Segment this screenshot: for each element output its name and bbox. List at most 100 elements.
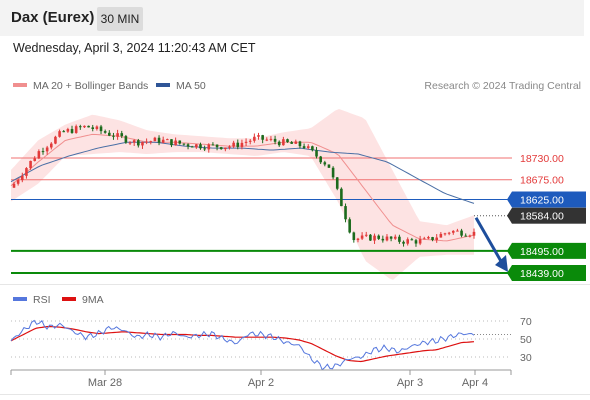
x-tick-label: Apr 4 — [462, 377, 488, 389]
level-label-resistance: 18730.00 — [520, 153, 564, 165]
candle-body — [422, 238, 426, 240]
candle-body — [348, 219, 351, 233]
candle-body — [364, 234, 368, 236]
candle-body — [327, 164, 331, 168]
candle-body — [178, 140, 182, 144]
candle-body — [443, 233, 447, 235]
candle-body — [273, 138, 277, 142]
candle-body — [431, 237, 434, 240]
candle-body — [74, 126, 78, 133]
candle-body — [33, 158, 37, 161]
candle-body — [331, 167, 335, 178]
level-label-resistance-text: 18730.00 — [520, 153, 564, 165]
rsi-legend-swatch — [13, 297, 27, 301]
candle-body — [319, 156, 322, 163]
candle-body — [228, 146, 231, 148]
candle-body — [132, 140, 136, 143]
candle-body — [87, 125, 90, 128]
rsi-9ma-line — [10, 325, 475, 363]
rsi-tick-label: 70 — [520, 316, 532, 328]
candle-body — [174, 140, 177, 146]
legend-ma20-label: MA 20 + Bollinger Bands — [33, 80, 149, 92]
candle-body — [472, 231, 476, 236]
candle-body — [447, 232, 451, 234]
candle-body — [58, 131, 61, 137]
candle-body — [435, 237, 439, 240]
candle-body — [232, 142, 235, 147]
candle-body — [406, 239, 409, 244]
candle-body — [91, 127, 95, 130]
candle-body — [170, 139, 173, 146]
candle-body — [95, 126, 99, 130]
level-label-support-box — [512, 242, 586, 259]
candle-body — [141, 142, 144, 146]
level-label-resistance: 18675.00 — [520, 175, 564, 187]
candle-body — [186, 144, 190, 147]
candle-body — [244, 141, 248, 143]
candle-body — [219, 147, 223, 150]
candle-body — [236, 142, 240, 147]
timeframe-button[interactable]: 30 MIN — [97, 7, 143, 31]
rsi-tick-label: 30 — [520, 352, 532, 364]
level-label-support-pointer — [507, 242, 512, 259]
candle-body — [381, 238, 385, 241]
candle-body — [54, 136, 57, 144]
candle-body — [116, 133, 119, 137]
level-label-resistance-text: 18675.00 — [520, 175, 564, 187]
candle-body — [79, 126, 82, 128]
candle-body — [224, 147, 227, 150]
candle-body — [240, 142, 244, 147]
candle-body — [29, 160, 32, 169]
candle-body — [294, 141, 298, 144]
candle-body — [248, 140, 252, 142]
last-price-label-box — [512, 207, 586, 224]
candle-body — [62, 131, 66, 133]
candle-body — [410, 239, 414, 241]
candle-body — [16, 180, 20, 184]
candle-body — [335, 177, 339, 189]
candle-body — [41, 151, 45, 153]
timestamp: Wednesday, April 3, 2024 11:20:43 AM CET — [13, 41, 256, 55]
level-label-support-text: 18495.00 — [520, 246, 564, 258]
candle-body — [99, 126, 103, 132]
x-tick-label: Mar 28 — [88, 377, 122, 389]
candle-body — [393, 236, 397, 239]
candle-body — [302, 146, 306, 148]
candle-body — [253, 136, 256, 141]
level-label-support-box — [512, 265, 586, 282]
level-label-support-pointer — [507, 265, 512, 282]
candle-body — [103, 131, 107, 133]
candle-body — [211, 144, 215, 146]
candle-body — [83, 125, 86, 128]
candle-body — [468, 235, 472, 237]
candle-body — [108, 132, 111, 136]
candle-body — [157, 137, 161, 143]
candle-body — [145, 141, 148, 143]
level-label-pivot-text: 18625.00 — [520, 194, 564, 206]
candle-body — [37, 151, 41, 159]
candle-body — [377, 235, 380, 239]
candle-body — [398, 236, 401, 242]
last-price-label-pointer — [507, 207, 512, 224]
forecast-arrow-head — [495, 255, 508, 273]
candle-body — [128, 142, 132, 144]
ma20-swatch — [13, 83, 27, 88]
candle-body — [360, 235, 364, 239]
forecast-arrow-shaft — [474, 216, 504, 264]
candle-body — [199, 144, 202, 149]
panel-divider — [0, 284, 590, 285]
level-label-support: 18495.00 — [507, 242, 586, 259]
rsi-legend-label: RSI — [33, 294, 51, 306]
candle-body — [439, 233, 443, 238]
level-label-pivot-box — [512, 191, 586, 208]
candle-body — [282, 139, 285, 146]
rsi-tick-label: 50 — [520, 334, 532, 346]
last-price-label-text: 18584.00 — [520, 211, 564, 223]
candle-body — [12, 183, 16, 188]
candle-body — [195, 144, 198, 148]
candle-body — [352, 232, 356, 241]
candle-body — [45, 147, 49, 152]
legend-ma20: MA 20 + Bollinger Bands — [13, 80, 148, 92]
ma50-line — [10, 141, 475, 204]
